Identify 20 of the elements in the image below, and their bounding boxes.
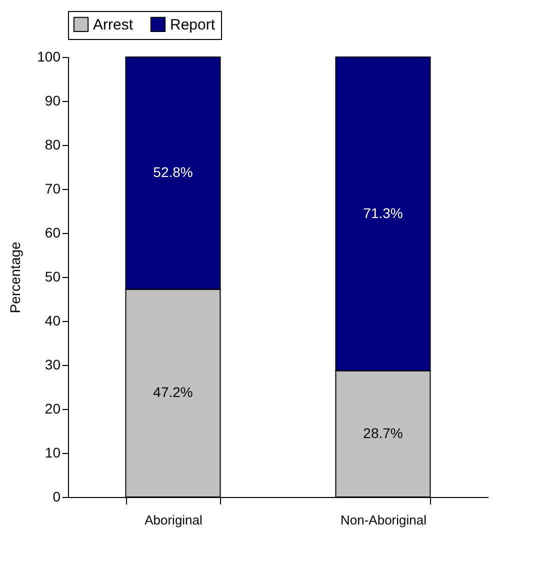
y-tick-label: 50 bbox=[44, 268, 61, 284]
legend-label: Arrest bbox=[93, 16, 134, 34]
y-tick-label: 70 bbox=[44, 180, 61, 196]
data-label: 47.2% bbox=[153, 384, 193, 400]
y-tick-label: 0 bbox=[52, 488, 61, 504]
y-tick-label: 60 bbox=[44, 224, 61, 240]
legend-label: Report bbox=[170, 16, 216, 34]
x-tick-label: Aboriginal bbox=[144, 512, 203, 528]
y-tick-label: 100 bbox=[37, 48, 61, 64]
y-tick-label: 30 bbox=[44, 356, 61, 372]
y-tick-label: 20 bbox=[44, 400, 61, 416]
data-label: 52.8% bbox=[153, 164, 193, 180]
y-tick-label: 10 bbox=[44, 444, 61, 460]
y-axis-title: Percentage bbox=[7, 241, 24, 314]
y-tick-label: 90 bbox=[44, 92, 61, 108]
y-tick-label: 40 bbox=[44, 312, 61, 328]
data-label: 28.7% bbox=[363, 424, 403, 441]
x-tick-label: Non-Aboriginal bbox=[340, 512, 427, 528]
data-label: 71.3% bbox=[363, 204, 403, 221]
y-tick-label: 80 bbox=[44, 136, 61, 152]
